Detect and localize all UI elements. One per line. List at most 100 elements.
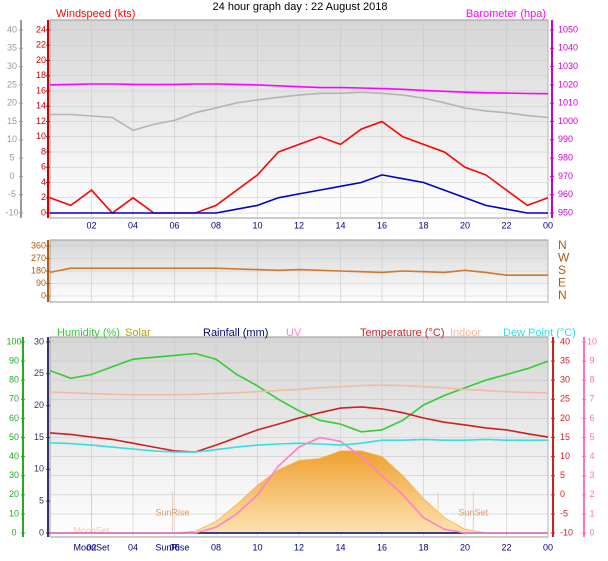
y-tick-label: 10 bbox=[587, 336, 597, 346]
y-tick-label: 10 bbox=[36, 131, 46, 141]
y-tick-label: -10 bbox=[5, 207, 18, 217]
x-tick-label: 00 bbox=[543, 220, 553, 230]
y-tick-label: 40 bbox=[7, 24, 17, 34]
legend-label: UV bbox=[286, 327, 302, 339]
x-tick-label: 02 bbox=[86, 220, 96, 230]
x-tick-label: 22 bbox=[501, 542, 511, 552]
y-tick-label: 20 bbox=[34, 400, 44, 410]
y-tick-label: 960 bbox=[558, 189, 573, 199]
y-tick-label: 0 bbox=[9, 171, 14, 181]
y-tick-label: 4 bbox=[41, 177, 46, 187]
x-tick-label: 06 bbox=[169, 542, 179, 552]
y-tick-label: 1050 bbox=[558, 24, 578, 34]
y-tick-label: 25 bbox=[34, 368, 44, 378]
y-tick-label: -5 bbox=[8, 189, 16, 199]
y-tick-label: 950 bbox=[558, 207, 573, 217]
y-tick-label: 3 bbox=[589, 470, 594, 480]
series-line bbox=[50, 91, 549, 132]
y-tick-label: 12 bbox=[36, 116, 46, 126]
legend-label: Rainfall (mm) bbox=[203, 327, 268, 339]
y-tick-label: 16 bbox=[36, 85, 46, 95]
y-tick-label: 5 bbox=[9, 152, 14, 162]
x-tick-label: 04 bbox=[128, 542, 138, 552]
legend-label: Barometer (hpa) bbox=[466, 8, 546, 20]
y-tick-label: -5 bbox=[560, 508, 568, 518]
x-tick-label: 12 bbox=[294, 220, 304, 230]
series-line bbox=[49, 267, 548, 276]
event-label: MoonSet bbox=[73, 525, 110, 535]
x-tick-label: 18 bbox=[418, 542, 428, 552]
x-tick-label: 04 bbox=[128, 220, 138, 230]
y-tick-label: 1000 bbox=[558, 116, 578, 126]
y-tick-label: 35 bbox=[7, 43, 17, 53]
y-tick-label: 10 bbox=[560, 451, 570, 461]
y-tick-label: 1010 bbox=[558, 98, 578, 108]
y-tick-label: 10 bbox=[7, 134, 17, 144]
legend-label: Windspeed (kts) bbox=[56, 8, 135, 20]
y-tick-label: 990 bbox=[558, 134, 573, 144]
y-tick-label: 15 bbox=[34, 432, 44, 442]
y-tick-label: 6 bbox=[41, 162, 46, 172]
y-tick-label: 270 bbox=[31, 253, 46, 263]
y-tick-label: 15 bbox=[7, 116, 17, 126]
y-tick-label: 0 bbox=[560, 489, 565, 499]
y-tick-label: 70 bbox=[9, 394, 19, 404]
x-tick-label: 02 bbox=[86, 542, 96, 552]
y-tick-label: 0 bbox=[41, 290, 46, 300]
y-tick-label: 1040 bbox=[558, 43, 578, 53]
series-line bbox=[49, 384, 549, 396]
y-tick-label: 6 bbox=[589, 413, 594, 423]
y-tick-label: 980 bbox=[558, 152, 573, 162]
x-tick-label: 10 bbox=[252, 220, 262, 230]
y-tick-label: 1 bbox=[589, 508, 594, 518]
y-tick-label: 20 bbox=[36, 55, 46, 65]
y-tick-label: 25 bbox=[560, 394, 570, 404]
y-tick-label: 30 bbox=[9, 470, 19, 480]
y-tick-label: E bbox=[558, 276, 566, 290]
y-tick-label: 4 bbox=[589, 451, 594, 461]
series-line bbox=[50, 436, 548, 534]
y-tick-label: 40 bbox=[9, 451, 19, 461]
x-tick-label: 20 bbox=[460, 220, 470, 230]
y-tick-label: N bbox=[558, 238, 567, 252]
y-tick-label: 22 bbox=[36, 40, 46, 50]
y-tick-label: 2 bbox=[41, 192, 46, 202]
event-axis-label: SunRise bbox=[155, 542, 189, 552]
y-tick-label: 20 bbox=[560, 413, 570, 423]
y-tick-label: 10 bbox=[9, 508, 19, 518]
y-tick-label: 90 bbox=[36, 278, 46, 288]
y-tick-label: 360 bbox=[31, 240, 46, 250]
legend-label: Dew Point (°C) bbox=[503, 327, 576, 339]
y-tick-label: N bbox=[558, 288, 567, 302]
y-tick-label: 7 bbox=[589, 394, 594, 404]
y-tick-label: 8 bbox=[589, 375, 594, 385]
y-tick-label: 15 bbox=[560, 432, 570, 442]
y-tick-label: S bbox=[558, 263, 566, 277]
y-tick-label: 1020 bbox=[558, 79, 578, 89]
y-tick-label: 180 bbox=[31, 265, 46, 275]
x-tick-label: 14 bbox=[335, 542, 345, 552]
series-line bbox=[49, 438, 548, 453]
y-tick-label: 80 bbox=[9, 375, 19, 385]
legend-label: Temperature (°C) bbox=[360, 327, 444, 339]
y-tick-label: 50 bbox=[9, 432, 19, 442]
x-tick-label: 16 bbox=[377, 542, 387, 552]
y-tick-label: 0 bbox=[39, 527, 44, 537]
y-tick-label: -10 bbox=[560, 527, 573, 537]
x-tick-label: 08 bbox=[211, 220, 221, 230]
y-tick-label: W bbox=[558, 251, 570, 265]
event-label: SunSet bbox=[459, 507, 489, 517]
y-tick-label: 20 bbox=[9, 489, 19, 499]
y-tick-label: 8 bbox=[41, 146, 46, 156]
event-label: SunRise bbox=[155, 507, 189, 517]
y-tick-label: 14 bbox=[36, 101, 46, 111]
y-tick-label: 2 bbox=[589, 489, 594, 499]
y-tick-label: 30 bbox=[34, 336, 44, 346]
x-tick-label: 22 bbox=[501, 220, 511, 230]
x-tick-label: 00 bbox=[543, 542, 553, 552]
graph-title: 24 hour graph day : 22 August 2018 bbox=[213, 1, 388, 13]
y-tick-label: 30 bbox=[7, 61, 17, 71]
y-tick-label: 1030 bbox=[558, 61, 578, 71]
legend-label: Solar bbox=[125, 327, 151, 339]
